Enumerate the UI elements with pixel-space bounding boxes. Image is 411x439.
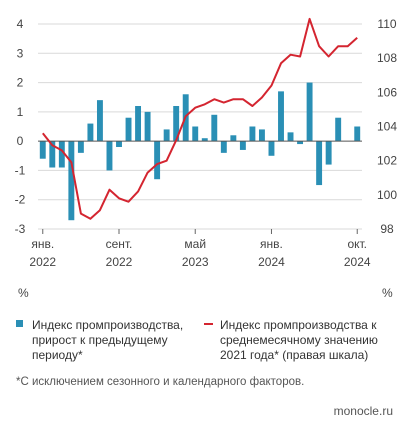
bar [220, 141, 227, 153]
left-tick-label: 1 [17, 105, 24, 119]
x-axis-ticks: янв. 2022 сент. 2022 май 2023 янв. 2024 окт. 2024 [29, 229, 371, 269]
left-tick-label: -2 [15, 193, 26, 207]
x-tick-label: сент. [106, 237, 133, 251]
bar [316, 141, 323, 186]
bar [306, 82, 313, 142]
legend-item-line: Индекс промпроизводства к среднемесячном… [204, 318, 404, 363]
bar [258, 129, 265, 142]
x-tick-label: янв. [31, 237, 54, 251]
x-tick-year: 2022 [106, 255, 133, 269]
bar [249, 126, 256, 142]
bar [39, 141, 46, 159]
bar [116, 141, 122, 147]
left-axis-unit: % [18, 286, 29, 300]
x-tick-year: 2024 [344, 255, 371, 269]
bar [68, 141, 75, 221]
bar [163, 129, 170, 142]
bar [192, 126, 199, 142]
right-tick-label: 108 [377, 51, 397, 65]
bar-swatch-icon [16, 320, 23, 327]
left-tick-label: 3 [17, 46, 24, 60]
right-tick-label: 100 [377, 188, 397, 202]
chart: -3 -2 -1 0 1 2 3 4 98 100 102 104 106 108 110 янв. 202… [15, 17, 398, 269]
legend-label-line: Индекс промпроизводства к среднемесячном… [220, 318, 378, 362]
right-tick-label: 98 [380, 222, 394, 236]
right-tick-label: 106 [377, 85, 397, 99]
bar [230, 135, 237, 142]
legend-label-bars: Индекс промпроизводства, прирост к преды… [32, 318, 184, 362]
x-tick-year: 2024 [258, 255, 285, 269]
right-tick-label: 110 [377, 17, 396, 31]
right-axis-unit: % [382, 286, 393, 300]
bar [211, 114, 218, 142]
bar [239, 141, 246, 150]
bar [278, 91, 284, 142]
source-label: monocle.ru [333, 404, 393, 418]
line-path [42, 17, 358, 220]
bar [325, 141, 332, 165]
left-tick-label: 2 [17, 76, 24, 90]
bar [154, 141, 161, 180]
left-tick-label: -3 [15, 222, 26, 236]
left-tick-label: 0 [17, 134, 24, 148]
x-tick-year: 2022 [29, 255, 56, 269]
bar [135, 106, 142, 142]
gridlines [38, 23, 362, 230]
right-tick-label: 102 [377, 154, 397, 168]
x-tick-label: янв. [260, 237, 283, 251]
footnote: *С исключением сезонного и календарного … [16, 376, 305, 388]
x-tick-label: окт. [347, 237, 367, 251]
x-tick-year: 2023 [182, 255, 209, 269]
bar [335, 117, 342, 142]
legend-item-bars: Индекс промпроизводства, прирост к преды… [16, 318, 206, 363]
bar [87, 123, 94, 142]
bar [201, 138, 208, 142]
bar [106, 141, 113, 171]
line-swatch-icon [204, 323, 213, 325]
bar [297, 141, 304, 145]
line-series [42, 17, 358, 220]
bar [173, 106, 180, 142]
bar-series [39, 82, 361, 221]
left-axis-ticks: -3 -2 -1 0 1 2 3 4 [15, 17, 26, 236]
left-tick-label: -1 [15, 163, 26, 177]
bar [58, 141, 65, 168]
right-tick-label: 104 [377, 120, 397, 134]
bar [268, 141, 275, 156]
bar [49, 141, 56, 168]
x-tick-label: май [184, 237, 206, 251]
left-tick-label: 4 [17, 17, 24, 31]
right-axis-ticks: 98 100 102 104 106 108 110 [377, 17, 397, 236]
bar [144, 111, 151, 142]
bar [77, 141, 84, 153]
bar [287, 132, 294, 142]
bar [125, 117, 132, 142]
bar [96, 100, 103, 142]
bar [354, 126, 361, 142]
